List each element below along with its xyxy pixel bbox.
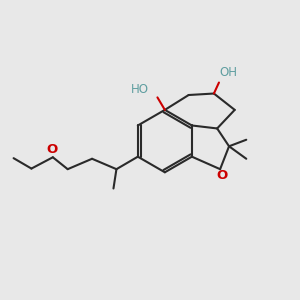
Text: HO: HO (131, 83, 149, 96)
Text: O: O (46, 143, 58, 156)
Text: OH: OH (220, 66, 238, 79)
Text: O: O (216, 169, 227, 182)
